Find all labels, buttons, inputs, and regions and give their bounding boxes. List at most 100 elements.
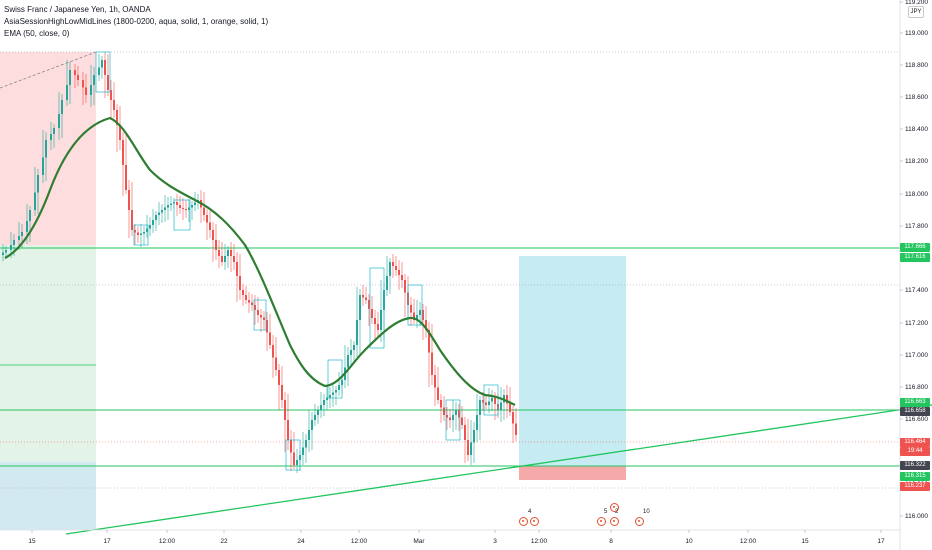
candle-body bbox=[419, 310, 421, 315]
candle-body bbox=[329, 395, 331, 398]
candle-body bbox=[314, 415, 316, 420]
candle-body bbox=[203, 207, 205, 215]
candle-body bbox=[266, 320, 268, 333]
candle-body bbox=[365, 297, 367, 300]
candle-body bbox=[443, 407, 445, 415]
target-zone[interactable] bbox=[519, 256, 626, 466]
candle-body bbox=[368, 300, 370, 309]
candle-body bbox=[167, 205, 169, 208]
candle-body bbox=[164, 207, 166, 210]
candle-body bbox=[37, 175, 39, 193]
price-tick-label: 118.200 bbox=[905, 158, 928, 165]
candle-body bbox=[134, 230, 136, 233]
time-tick-label: 12:00 bbox=[159, 538, 176, 545]
candle-body bbox=[458, 410, 460, 418]
candle-body bbox=[101, 60, 103, 68]
candle-body bbox=[188, 207, 190, 210]
candle-body bbox=[434, 375, 436, 388]
candle-body bbox=[452, 415, 454, 420]
candle-body bbox=[377, 324, 379, 330]
candle-body bbox=[128, 190, 130, 210]
candle-body bbox=[302, 447, 304, 455]
candle-body bbox=[77, 75, 79, 80]
candle-body bbox=[254, 305, 256, 310]
indicator-ema[interactable]: EMA (50, close, 0) bbox=[4, 29, 70, 38]
candle-body bbox=[191, 205, 193, 208]
candle-body bbox=[212, 230, 214, 240]
candle-body bbox=[500, 402, 502, 410]
candle-body bbox=[245, 295, 247, 300]
event-marker[interactable] bbox=[635, 517, 644, 526]
stop-zone[interactable] bbox=[519, 466, 626, 480]
price-tick-label: 116.800 bbox=[905, 384, 928, 391]
candle-body bbox=[305, 440, 307, 448]
candle-body bbox=[155, 215, 157, 220]
candle-body bbox=[158, 212, 160, 215]
candle-body bbox=[257, 310, 259, 315]
price-tick-label: 118.800 bbox=[905, 62, 928, 69]
candle-body bbox=[440, 400, 442, 408]
price-tag: 116.658 bbox=[900, 407, 930, 416]
symbol-title[interactable]: Swiss Franc / Japanese Yen, 1h, OANDA bbox=[4, 5, 151, 14]
event-marker[interactable] bbox=[610, 517, 619, 526]
time-tick-label: 24 bbox=[297, 538, 305, 545]
candle-body bbox=[506, 395, 508, 404]
candle-body bbox=[509, 403, 511, 412]
indicator-asia-session[interactable]: AsiaSessionHighLowMidLines (1800-0200, a… bbox=[4, 17, 269, 26]
candle-body bbox=[437, 387, 439, 400]
session-box bbox=[95, 51, 111, 93]
price-tag: 116.464 bbox=[900, 438, 930, 447]
candle-body bbox=[140, 233, 142, 235]
candle-body bbox=[66, 85, 68, 100]
trend-line[interactable] bbox=[65, 404, 932, 535]
candle-body bbox=[69, 70, 71, 85]
candle-body bbox=[18, 236, 20, 240]
price-tick-label: 119.200 bbox=[905, 0, 928, 6]
candle-body bbox=[248, 300, 250, 303]
session-box bbox=[285, 439, 301, 471]
price-tick-label: 116.600 bbox=[905, 416, 928, 423]
dashed-trend bbox=[0, 51, 97, 89]
teal-session-box bbox=[0, 462, 96, 530]
time-tick-label: 3 bbox=[493, 538, 497, 545]
price-tick-label: 116.000 bbox=[905, 513, 928, 520]
candle-body bbox=[470, 442, 472, 455]
time-axis[interactable]: 15 17 12:00 22 24 12:00 Mar 3 12:00 8 10 12:00 15 17 bbox=[28, 530, 885, 545]
candle-body bbox=[398, 270, 400, 275]
time-tick-label: 10 bbox=[685, 538, 693, 545]
candle-body bbox=[10, 245, 12, 250]
candle-body bbox=[176, 202, 178, 205]
candle-body bbox=[431, 352, 433, 375]
price-tag: 19:44 bbox=[900, 447, 930, 456]
candle-body bbox=[347, 355, 349, 368]
event-marker[interactable] bbox=[610, 503, 619, 512]
candle-body bbox=[428, 330, 430, 353]
time-tick-label: 17 bbox=[103, 538, 111, 545]
candle-body bbox=[362, 295, 364, 298]
candle-body bbox=[58, 114, 60, 128]
currency-button[interactable]: JPY bbox=[908, 6, 924, 18]
candle-body bbox=[461, 417, 463, 425]
event-count: 4 bbox=[528, 509, 532, 515]
candle-body bbox=[326, 397, 328, 400]
event-marker[interactable] bbox=[597, 517, 606, 526]
candle-body bbox=[491, 398, 493, 402]
candle-body bbox=[2, 252, 4, 255]
candle-body bbox=[296, 460, 298, 465]
event-marker[interactable] bbox=[519, 517, 528, 526]
session-box bbox=[327, 359, 343, 399]
candle-body bbox=[323, 400, 325, 405]
candle-body bbox=[389, 262, 391, 276]
candle-body bbox=[221, 256, 223, 262]
candle-body bbox=[239, 276, 241, 290]
event-marker[interactable] bbox=[530, 517, 539, 526]
candle-body bbox=[386, 276, 388, 290]
candle-body bbox=[260, 315, 262, 318]
candle-body bbox=[82, 80, 84, 88]
candle-body bbox=[275, 357, 277, 370]
time-tick-label: 12:00 bbox=[351, 538, 368, 545]
candle-body bbox=[311, 420, 313, 430]
price-tick-label: 117.200 bbox=[905, 320, 928, 327]
event-count: 2 bbox=[615, 509, 619, 515]
